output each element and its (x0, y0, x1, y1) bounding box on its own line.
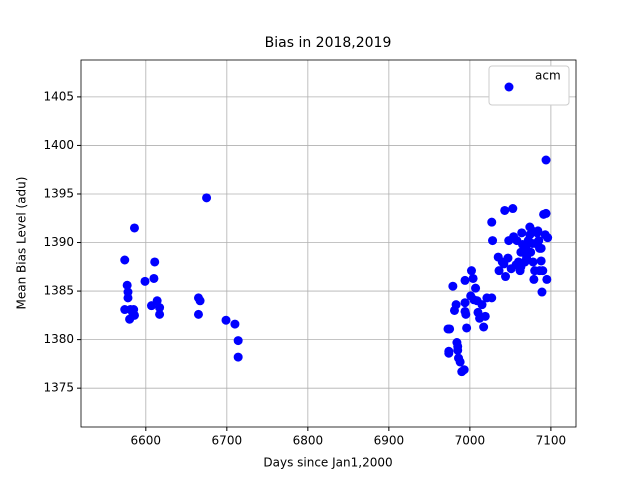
point (444, 348, 454, 358)
point (503, 253, 513, 263)
point (466, 266, 476, 276)
point (448, 281, 458, 291)
x-tick-label: 6700 (212, 434, 243, 448)
y-tick-label: 1400 (43, 138, 74, 152)
x-tick-label: 6600 (131, 434, 162, 448)
x-tick-label: 6800 (293, 434, 324, 448)
point (520, 257, 530, 267)
point (461, 309, 471, 319)
y-tick-label: 1375 (43, 381, 74, 395)
point (487, 293, 497, 303)
point (471, 283, 481, 293)
point (233, 336, 243, 346)
point (155, 309, 165, 319)
point (120, 255, 130, 265)
point (488, 236, 498, 246)
point (233, 352, 243, 362)
y-tick-label: 1390 (43, 235, 74, 249)
y-axis-label: Mean Bias Level (adu) (15, 177, 29, 310)
point (460, 298, 470, 308)
y-tick-label: 1395 (43, 186, 74, 200)
point (542, 274, 552, 284)
point (445, 324, 455, 334)
point (508, 204, 518, 214)
legend-label: acm (535, 69, 561, 83)
point (202, 193, 212, 203)
point (122, 280, 132, 290)
point (129, 223, 139, 233)
point (528, 257, 538, 267)
point (155, 303, 165, 313)
point (193, 309, 203, 319)
point (543, 233, 553, 243)
legend-box (488, 65, 570, 106)
point (123, 293, 133, 303)
y-tick-label: 1405 (43, 89, 74, 103)
point (529, 274, 539, 284)
point (468, 273, 478, 283)
point (479, 322, 489, 332)
point (150, 257, 160, 267)
point (451, 300, 461, 310)
point (230, 319, 240, 329)
point (480, 311, 490, 321)
point (525, 230, 535, 240)
point (453, 345, 463, 355)
plot-frame (80, 59, 577, 428)
point (487, 217, 497, 227)
point (541, 208, 551, 218)
x-axis-label: Days since Jan1,2000 (263, 456, 392, 470)
point (195, 296, 205, 306)
legend-marker (504, 82, 514, 92)
point (537, 287, 547, 297)
point (460, 275, 470, 285)
point (517, 228, 527, 238)
point (152, 296, 162, 306)
point (500, 205, 510, 215)
point (459, 365, 469, 375)
y-tick-label: 1385 (43, 284, 74, 298)
point (462, 323, 472, 333)
point (455, 357, 465, 367)
chart-title: Bias in 2018,2019 (265, 35, 392, 51)
point (140, 276, 150, 286)
y-tick-label: 1380 (43, 332, 74, 346)
point (536, 256, 546, 266)
point (494, 266, 504, 276)
x-tick-label: 6900 (374, 434, 405, 448)
point (221, 315, 231, 325)
point (536, 243, 546, 253)
point (534, 236, 544, 246)
x-tick-label: 7100 (536, 434, 567, 448)
point (149, 273, 159, 283)
x-tick-label: 7000 (455, 434, 486, 448)
point (518, 247, 528, 257)
point (129, 310, 139, 320)
point (501, 272, 511, 282)
point (477, 300, 487, 310)
point (530, 266, 540, 276)
point (541, 155, 551, 165)
